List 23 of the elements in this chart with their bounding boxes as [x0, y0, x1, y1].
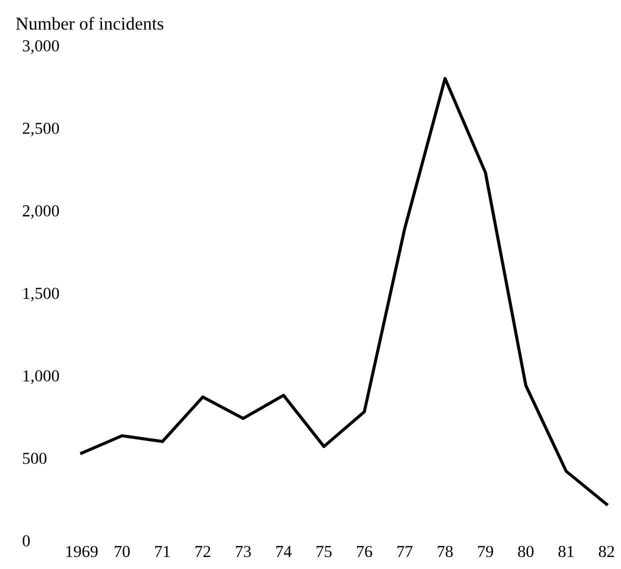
x-tick-label: 74: [276, 546, 292, 557]
x-tick-label: 78: [438, 546, 453, 558]
y-tick-label: 2,500: [22, 122, 59, 136]
line-series: [80, 76, 608, 506]
x-tick-label: 79: [478, 546, 494, 558]
x-tick-label: 77: [397, 546, 413, 557]
y-tick-label: 1,500: [24, 288, 59, 302]
x-tick-label: 75: [316, 546, 332, 558]
x-tick-label: 82: [598, 546, 614, 558]
y-tick-label: 2,000: [22, 205, 59, 219]
y-tick-label: 1,000: [24, 370, 59, 384]
x-tick-label: 73: [236, 546, 251, 558]
x-tick-label: 81: [558, 546, 574, 558]
x-tick-label: 1969: [66, 546, 98, 558]
y-tick-label: 0: [22, 535, 30, 546]
chart-title: Number of incidents: [16, 16, 164, 30]
x-tick-label: 70: [114, 546, 130, 558]
x-tick-label: 80: [518, 546, 534, 558]
y-tick-label: 500: [23, 452, 46, 464]
x-tick-label: 76: [357, 546, 372, 558]
x-tick-label: 71: [155, 546, 170, 557]
x-tick-label: 72: [196, 546, 210, 557]
y-tick-label: 3,000: [22, 40, 59, 54]
